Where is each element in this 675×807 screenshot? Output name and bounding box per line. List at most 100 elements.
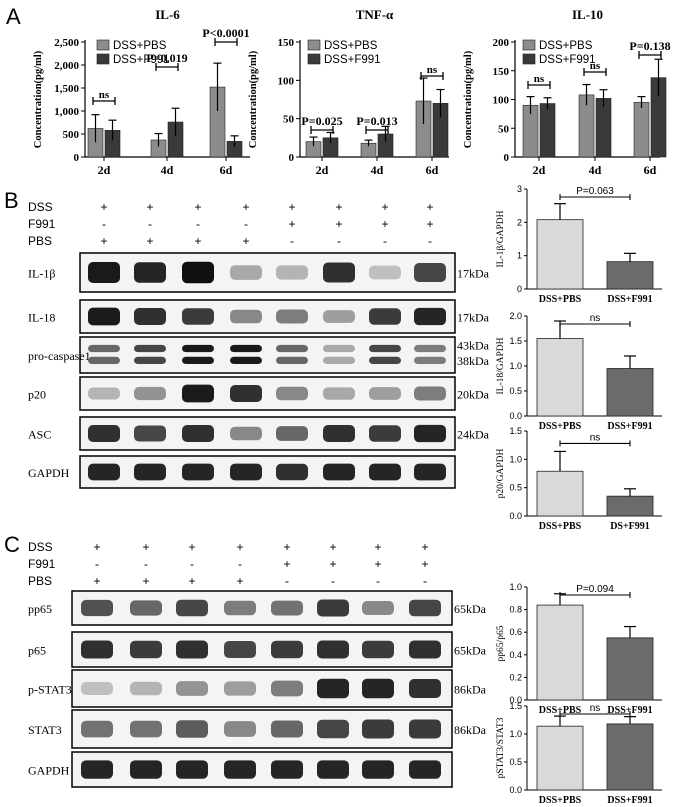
- blot-row-label: pro-caspase1: [28, 349, 91, 363]
- blot-band: [409, 719, 441, 739]
- x-tick-label: DSS+F991: [607, 705, 652, 716]
- condition-sign: +: [93, 540, 100, 554]
- blot-row-label: pp65: [28, 602, 52, 616]
- condition-sign: +: [335, 217, 342, 231]
- blot-strip: [71, 751, 453, 788]
- blot-band: [88, 387, 120, 400]
- legend-label: DSS+F991: [113, 54, 170, 66]
- blot-band: [230, 344, 262, 353]
- condition-sign: +: [188, 540, 195, 554]
- panel-label-c: C: [4, 532, 20, 557]
- blot-band: [414, 424, 446, 443]
- x-tick-label: DSS+F991: [607, 795, 652, 806]
- x-tick-label: 4d: [161, 163, 174, 177]
- chart-title: IL-6: [155, 7, 180, 22]
- bar: [536, 219, 584, 290]
- blot-band: [369, 425, 401, 442]
- blot-band: [409, 679, 441, 698]
- condition-sign: +: [288, 200, 295, 214]
- blot-band: [271, 680, 303, 697]
- blot-band: [362, 600, 394, 616]
- legend-label: DSS+PBS: [324, 40, 378, 52]
- significance-label: P=0.013: [356, 114, 397, 128]
- condition-sign: -: [331, 574, 335, 588]
- significance-label: P<0.0001: [202, 26, 249, 40]
- condition-sign: -: [428, 234, 432, 248]
- condition-sign: +: [142, 540, 149, 554]
- condition-sign: -: [285, 574, 289, 588]
- condition-sign: -: [290, 234, 294, 248]
- blot-band: [276, 344, 308, 353]
- blot-band: [271, 720, 303, 738]
- y-tick-label: 0.6: [509, 627, 522, 637]
- x-tick-label: DSS+F991: [607, 294, 652, 305]
- blot-band: [362, 719, 394, 739]
- blot-band: [88, 356, 120, 364]
- bar: [606, 637, 654, 701]
- condition-sign: -: [376, 574, 380, 588]
- blot-band: [81, 682, 113, 695]
- blot-band: [88, 262, 120, 283]
- condition-sign: +: [374, 540, 381, 554]
- molecular-weight-label: 17kDa: [457, 267, 490, 281]
- blot-band: [317, 678, 349, 699]
- blot-band: [88, 344, 120, 353]
- blot-band: [130, 760, 162, 779]
- condition-sign: -: [196, 217, 200, 231]
- y-axis-label: Concentration(pg/ml): [33, 50, 44, 148]
- y-tick-label: 1.0: [509, 729, 522, 739]
- blot-row-label: GAPDH: [28, 764, 70, 778]
- blot-band: [176, 599, 208, 617]
- blot-band: [276, 386, 308, 401]
- molecular-weight-label: 17kDa: [457, 311, 490, 325]
- blot-row-label: IL-1β: [28, 267, 55, 281]
- y-tick-label: 1.5: [509, 426, 522, 436]
- significance-label: ns: [590, 432, 601, 443]
- y-tick-label: 0.0: [509, 785, 522, 795]
- blot-band: [323, 344, 355, 353]
- y-tick-label: 50: [498, 123, 510, 135]
- y-tick-label: 0.0: [509, 695, 522, 705]
- blot-band: [130, 640, 162, 659]
- condition-label: PBS: [28, 234, 52, 248]
- y-tick-label: 1.0: [509, 454, 522, 464]
- bar: [606, 368, 654, 417]
- blot-strip: [71, 709, 453, 749]
- y-tick-label: 100: [278, 75, 295, 87]
- blot-band: [276, 426, 308, 441]
- condition-sign: +: [236, 540, 243, 554]
- condition-sign: +: [100, 200, 107, 214]
- bar: [536, 725, 584, 791]
- y-tick-label: 1,500: [54, 83, 79, 95]
- blot-row-label: p65: [28, 644, 46, 658]
- x-tick-label: DSS+PBS: [539, 294, 582, 305]
- bar: [606, 495, 654, 517]
- blot-band: [414, 386, 446, 401]
- condition-sign: +: [242, 234, 249, 248]
- blot-band: [414, 262, 446, 283]
- y-tick-label: 0: [74, 152, 80, 164]
- condition-sign: +: [188, 574, 195, 588]
- x-tick-label: 6d: [220, 163, 233, 177]
- legend-label: DSS+F991: [539, 54, 596, 66]
- panel-label-b: B: [4, 188, 19, 213]
- x-tick-label: 2d: [316, 163, 329, 177]
- blot-band: [81, 640, 113, 659]
- y-tick-label: 0: [517, 284, 522, 294]
- blot-band: [414, 463, 446, 481]
- y-tick-label: 100: [493, 95, 510, 107]
- blot-band: [369, 356, 401, 364]
- blot-strip: [71, 631, 453, 668]
- blot-band: [182, 463, 214, 481]
- significance-label: ns: [99, 89, 110, 101]
- blot-band: [323, 262, 355, 283]
- condition-sign: +: [374, 557, 381, 571]
- blot-band: [276, 356, 308, 364]
- blot-strip: [79, 336, 456, 374]
- condition-sign: +: [146, 234, 153, 248]
- y-axis-label: pSTAT3/STAT3: [496, 717, 506, 778]
- condition-sign: +: [100, 234, 107, 248]
- blot-band: [182, 308, 214, 325]
